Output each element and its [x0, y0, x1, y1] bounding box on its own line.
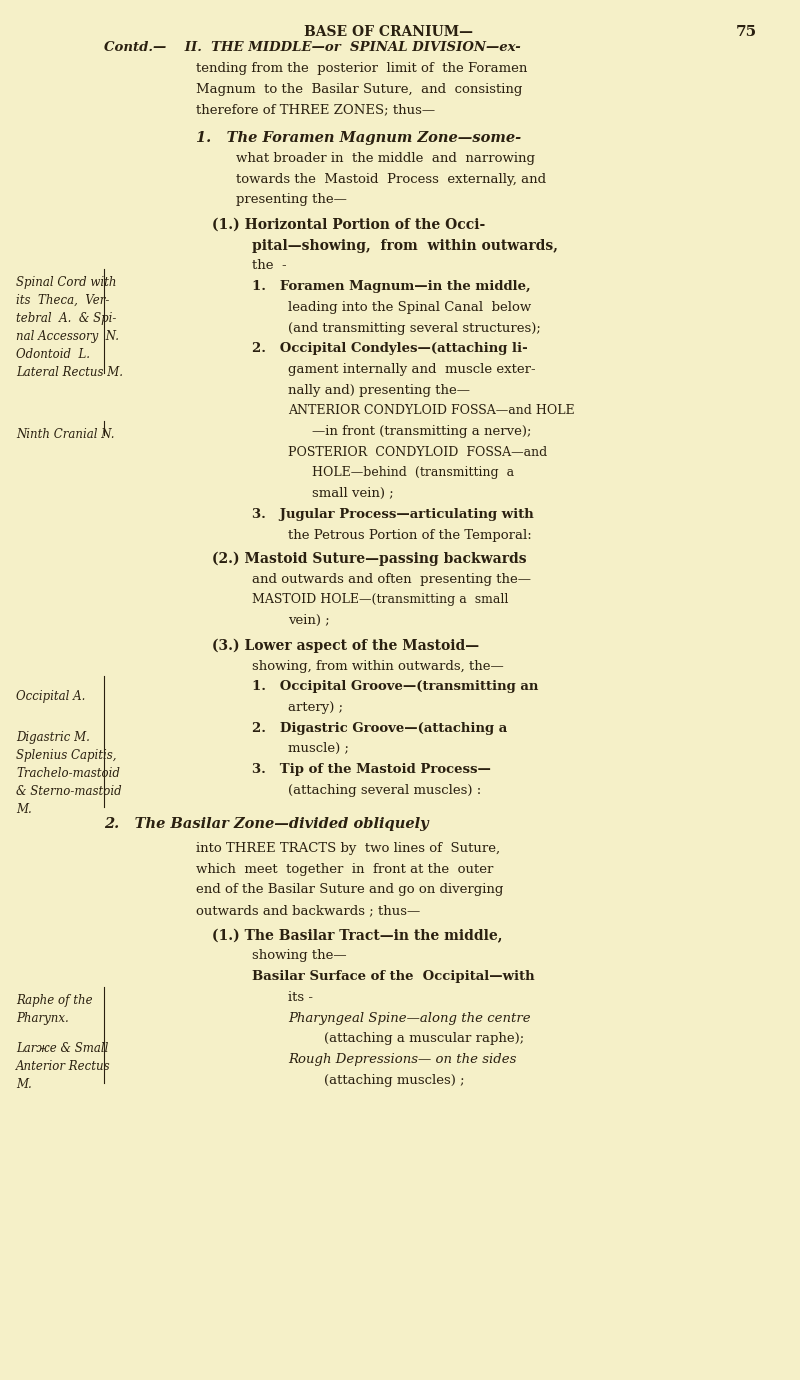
Text: tending from the  posterior  limit of  the Foramen: tending from the posterior limit of the …: [196, 62, 527, 75]
Text: M.: M.: [16, 1078, 32, 1090]
Text: towards the  Mastoid  Process  externally, and: towards the Mastoid Process externally, …: [236, 172, 546, 185]
Text: nal Accessory  N.: nal Accessory N.: [16, 330, 119, 342]
Text: and outwards and often  presenting the—: and outwards and often presenting the—: [252, 573, 531, 585]
Text: muscle) ;: muscle) ;: [288, 742, 349, 755]
Text: 2.   Digastric Groove—(attaching a: 2. Digastric Groove—(attaching a: [252, 722, 507, 734]
Text: ANTERIOR CONDYLOID FOSSA—and HOLE: ANTERIOR CONDYLOID FOSSA—and HOLE: [288, 404, 574, 417]
Text: BASE OF CRANIUM—: BASE OF CRANIUM—: [304, 25, 473, 39]
Text: 1.   Occipital Groove—(transmitting an: 1. Occipital Groove—(transmitting an: [252, 680, 538, 693]
Text: 3.   Jugular Process—articulating with: 3. Jugular Process—articulating with: [252, 508, 534, 520]
Text: (attaching muscles) ;: (attaching muscles) ;: [324, 1074, 465, 1086]
Text: therefore of THREE ZONES; thus—: therefore of THREE ZONES; thus—: [196, 104, 435, 116]
Text: (attaching a muscular raphe);: (attaching a muscular raphe);: [324, 1032, 524, 1045]
Text: presenting the—: presenting the—: [236, 193, 347, 206]
Text: Digastric M.: Digastric M.: [16, 731, 90, 744]
Text: nally and) presenting the—: nally and) presenting the—: [288, 384, 470, 396]
Text: Occipital A.: Occipital A.: [16, 690, 86, 702]
Text: —in front (transmitting a nerve);: —in front (transmitting a nerve);: [312, 425, 531, 437]
Text: the  -: the -: [252, 259, 286, 272]
Text: what broader in  the middle  and  narrowing: what broader in the middle and narrowing: [236, 152, 535, 164]
Text: leading into the Spinal Canal  below: leading into the Spinal Canal below: [288, 301, 531, 313]
Text: Trachelo-mastoid: Trachelo-mastoid: [16, 767, 120, 780]
Text: Lateral Rectus M.: Lateral Rectus M.: [16, 366, 123, 378]
Text: Ninth Cranial N.: Ninth Cranial N.: [16, 428, 114, 440]
Text: 75: 75: [736, 25, 757, 39]
Text: showing the—: showing the—: [252, 949, 346, 962]
Text: (attaching several muscles) :: (attaching several muscles) :: [288, 784, 482, 796]
Text: Odontoid  L.: Odontoid L.: [16, 348, 90, 360]
Text: (1.) Horizontal Portion of the Occi-: (1.) Horizontal Portion of the Occi-: [212, 218, 486, 232]
Text: M.: M.: [16, 803, 32, 816]
Text: (3.) Lower aspect of the Mastoid—: (3.) Lower aspect of the Mastoid—: [212, 639, 479, 653]
Text: the Petrous Portion of the Temporal:: the Petrous Portion of the Temporal:: [288, 529, 532, 541]
Text: Splenius Capitis,: Splenius Capitis,: [16, 749, 117, 762]
Text: Basilar Surface of the  Occipital—with: Basilar Surface of the Occipital—with: [252, 970, 534, 983]
Text: (1.) The Basilar Tract—in the middle,: (1.) The Basilar Tract—in the middle,: [212, 929, 502, 943]
Text: pital—showing,  from  within outwards,: pital—showing, from within outwards,: [252, 239, 558, 253]
Text: 2.   Occipital Condyles—(attaching li-: 2. Occipital Condyles—(attaching li-: [252, 342, 528, 355]
Text: Spinal Cord with: Spinal Cord with: [16, 276, 117, 288]
Text: end of the Basilar Suture and go on diverging: end of the Basilar Suture and go on dive…: [196, 883, 503, 896]
Text: outwards and backwards ; thus—: outwards and backwards ; thus—: [196, 904, 420, 916]
Text: gament internally and  muscle exter-: gament internally and muscle exter-: [288, 363, 536, 375]
Text: Pharynx.: Pharynx.: [16, 1012, 69, 1024]
Text: Raphe of the: Raphe of the: [16, 994, 93, 1006]
Text: Larжe & Small: Larжe & Small: [16, 1042, 108, 1054]
Text: tebral  A.  & Spi-: tebral A. & Spi-: [16, 312, 116, 324]
Text: HOLE—behind  (transmitting  a: HOLE—behind (transmitting a: [312, 466, 514, 479]
Text: 2.   The Basilar Zone—divided obliquely: 2. The Basilar Zone—divided obliquely: [104, 817, 429, 831]
Text: Magnum  to the  Basilar Suture,  and  consisting: Magnum to the Basilar Suture, and consis…: [196, 83, 522, 95]
Text: Anterior Rectus: Anterior Rectus: [16, 1060, 110, 1072]
Text: vein) ;: vein) ;: [288, 614, 330, 627]
Text: POSTERIOR  CONDYLOID  FOSSA—and: POSTERIOR CONDYLOID FOSSA—and: [288, 446, 547, 458]
Text: small vein) ;: small vein) ;: [312, 487, 394, 500]
Text: 1.   Foramen Magnum—in the middle,: 1. Foramen Magnum—in the middle,: [252, 280, 530, 293]
Text: 3.   Tip of the Mastoid Process—: 3. Tip of the Mastoid Process—: [252, 763, 491, 776]
Text: into THREE TRACTS by  two lines of  Suture,: into THREE TRACTS by two lines of Suture…: [196, 842, 500, 854]
Text: (2.) Mastoid Suture—passing backwards: (2.) Mastoid Suture—passing backwards: [212, 552, 526, 566]
Text: its  Theca,  Ver-: its Theca, Ver-: [16, 294, 110, 306]
Text: its -: its -: [288, 991, 313, 1003]
Text: (and transmitting several structures);: (and transmitting several structures);: [288, 322, 541, 334]
Text: Pharyngeal Spine—along the centre: Pharyngeal Spine—along the centre: [288, 1012, 530, 1024]
Text: Rough Depressions— on the sides: Rough Depressions— on the sides: [288, 1053, 516, 1065]
Text: artery) ;: artery) ;: [288, 701, 343, 713]
Text: & Sterno-mastoid: & Sterno-mastoid: [16, 785, 122, 798]
Text: Contd.—    II.  THE MIDDLE—or  SPINAL DIVISION—ex-: Contd.— II. THE MIDDLE—or SPINAL DIVISIO…: [104, 41, 521, 54]
Text: which  meet  together  in  front at the  outer: which meet together in front at the oute…: [196, 862, 494, 875]
Text: 1.   The Foramen Magnum Zone—some-: 1. The Foramen Magnum Zone—some-: [196, 131, 522, 145]
Text: showing, from within outwards, the—: showing, from within outwards, the—: [252, 660, 504, 672]
Text: MASTOID HOLE—(transmitting a  small: MASTOID HOLE—(transmitting a small: [252, 593, 508, 606]
